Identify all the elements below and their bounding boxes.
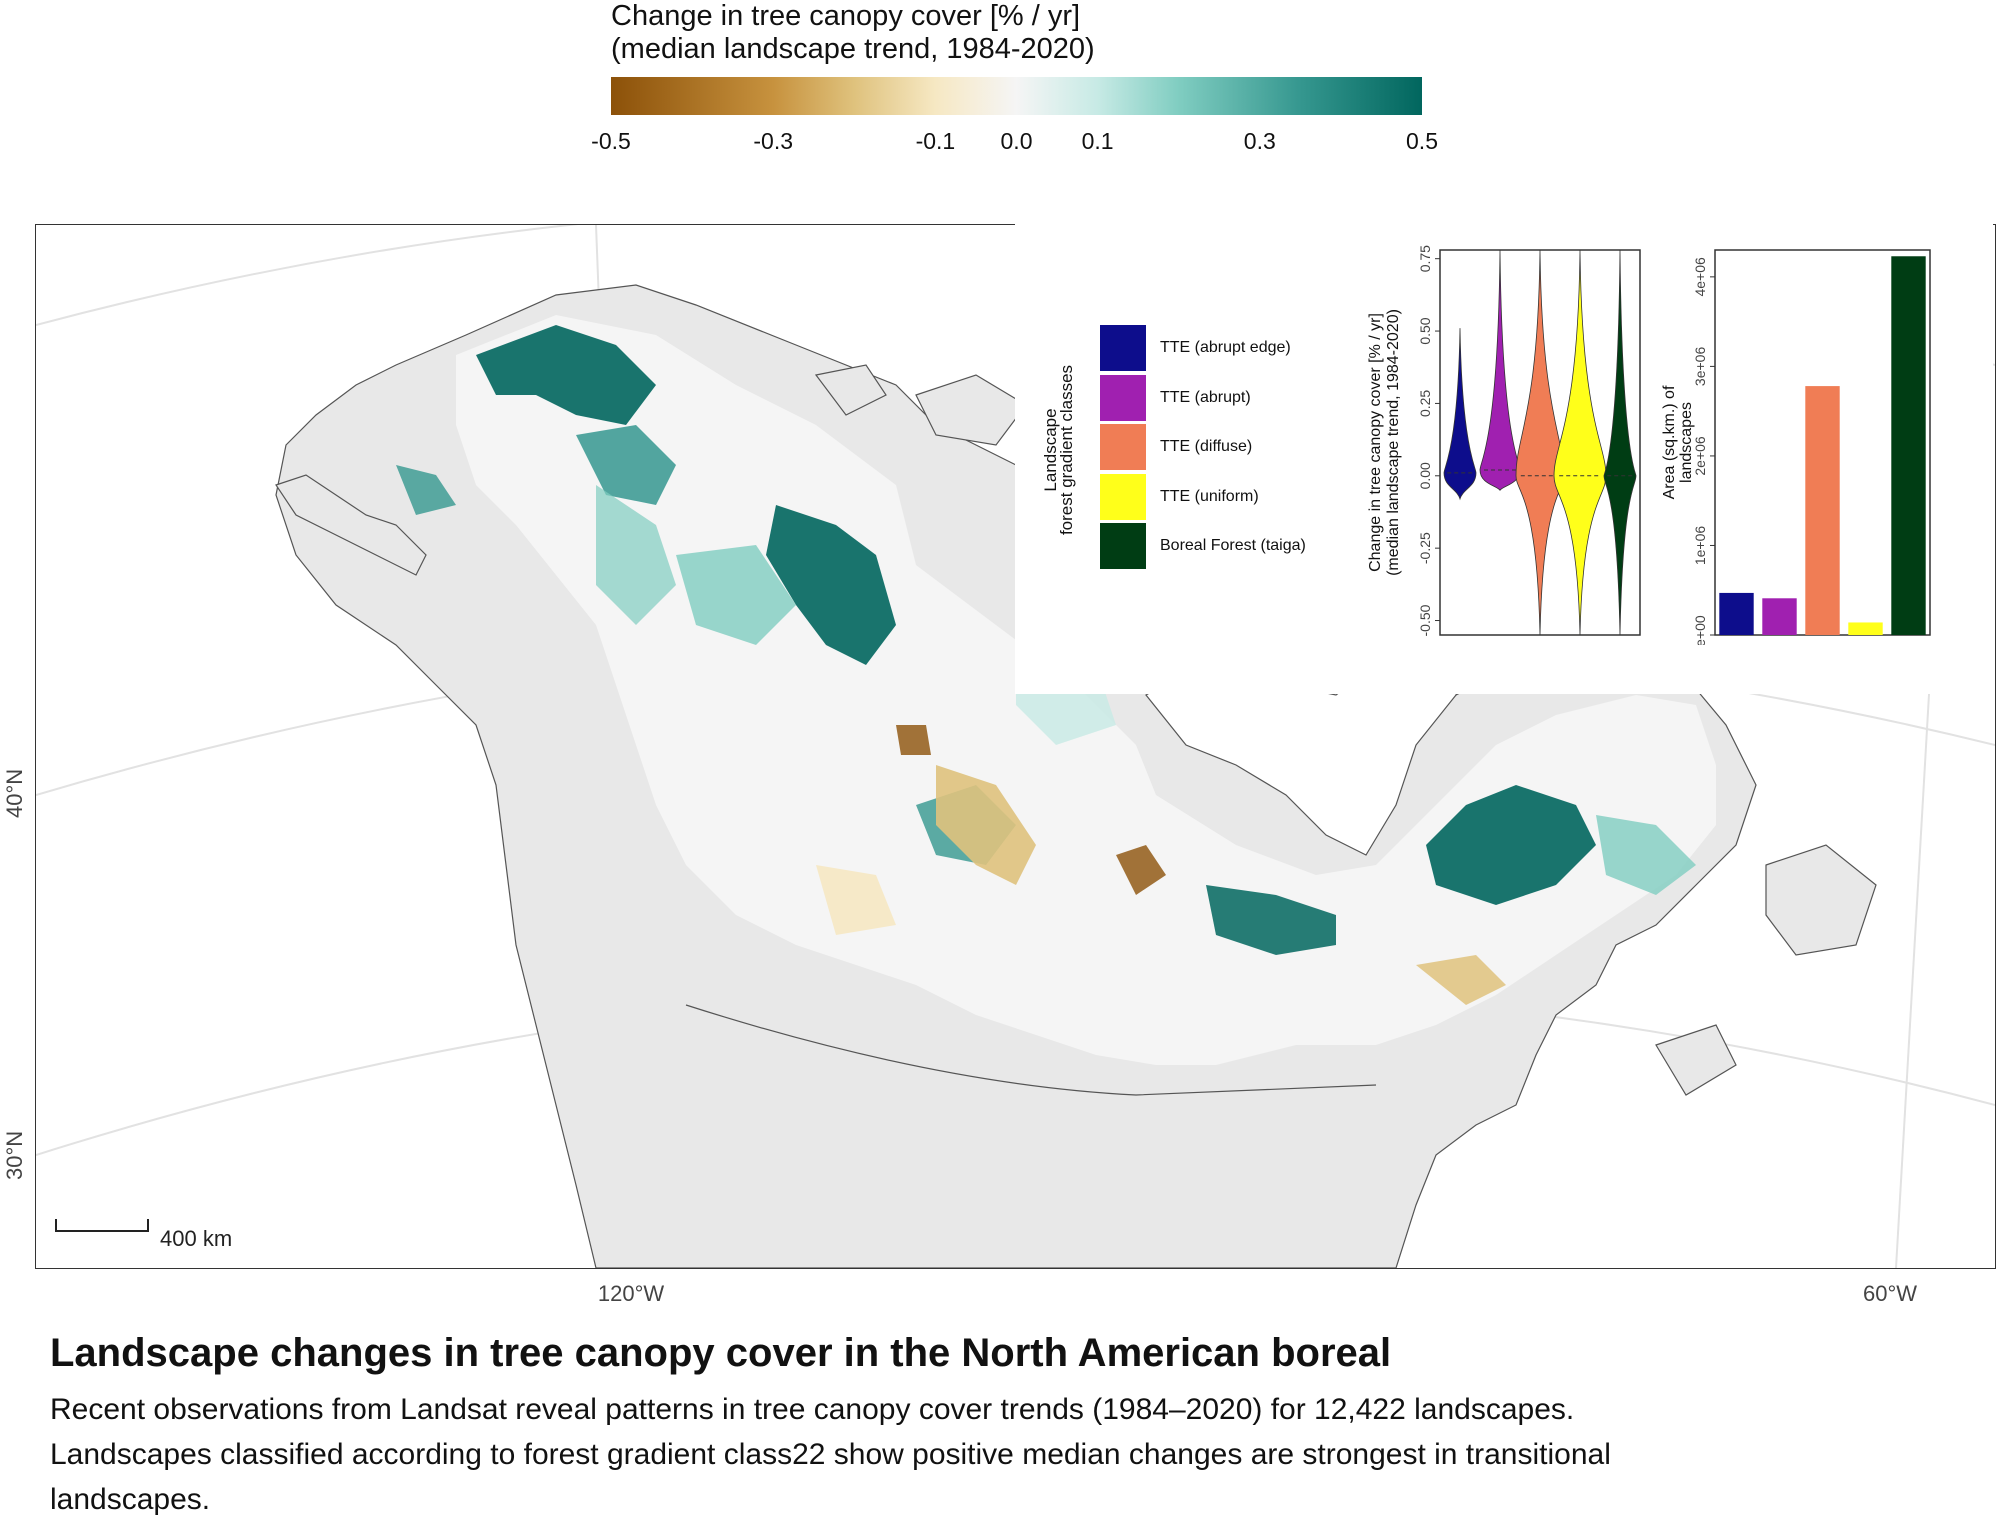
legend-swatch — [1100, 325, 1146, 371]
colorbar-ticks: -0.5 -0.3 -0.1 0.0 0.1 0.3 0.5 — [560, 128, 1480, 158]
colorbar-title: Change in tree canopy cover [% / yr] (me… — [611, 0, 1095, 66]
violin-1 — [1479, 249, 1521, 491]
legend-label: TTE (uniform) — [1160, 487, 1259, 505]
bar-4 — [1891, 256, 1926, 635]
caption-title: Landscape changes in tree canopy cover i… — [50, 1331, 1392, 1375]
violin-y-tick-label: 0.25 — [1417, 390, 1433, 417]
legend-swatch — [1100, 374, 1146, 421]
legend-item: TTE (uniform) — [1100, 473, 1259, 520]
legend-title: Landscape forest gradient classes — [1042, 365, 1076, 535]
violin-y-tick-label: 0.50 — [1417, 317, 1433, 344]
legend-item: Boreal Forest (taiga) — [1100, 523, 1306, 569]
legend-swatch — [1100, 523, 1146, 569]
violin-y-tick-label: 0.00 — [1417, 462, 1433, 489]
nova-scotia — [1655, 1024, 1737, 1096]
violin-y-tick-label: 0.75 — [1417, 245, 1433, 272]
colorbar-tick-label: 0.0 — [1000, 128, 1033, 154]
violin-y-axis-label-1: Change in tree canopy cover [% / yr] — [1367, 313, 1384, 572]
legend-swatch — [1100, 473, 1146, 520]
legend-item: TTE (abrupt edge) — [1100, 325, 1291, 371]
lat-label-30: 30°N — [2, 1130, 27, 1180]
violin-0 — [1443, 328, 1477, 501]
bar-3 — [1848, 622, 1883, 635]
bar-y-tick-label: 4e+06 — [1692, 257, 1708, 297]
arctic-island-1 — [915, 374, 1027, 446]
bar-y-tick-label: 3e+06 — [1692, 347, 1708, 387]
legend-label: Boreal Forest (taiga) — [1160, 537, 1306, 554]
violin-4 — [1603, 249, 1637, 636]
violin-y-tick-label: -0.25 — [1417, 532, 1433, 564]
violin-chart: -0.50 -0.25 0.00 0.25 0.50 0.75 Change in tree… — [1367, 245, 1641, 636]
violin-3 — [1553, 249, 1607, 636]
aleutian-chain — [275, 474, 427, 576]
us-canada-border — [685, 1004, 1377, 1096]
bar-y-tick-label: 0e+00 — [1692, 615, 1708, 645]
caption-line-1: Recent observations from Landsat reveal … — [50, 1393, 1575, 1426]
bar-chart: 0e+00 1e+06 2e+06 3e+06 4e+06 Area (sq.km.) o… — [1661, 249, 1931, 645]
bar-y-axis-label-1: Area (sq.km.) of — [1661, 385, 1678, 499]
lat-label-40: 40°N — [2, 768, 27, 818]
legend-label: TTE (diffuse) — [1160, 438, 1253, 455]
scalebar-label: 400 km — [160, 1226, 233, 1251]
bar-2 — [1805, 386, 1840, 635]
legend-item: TTE (diffuse) — [1100, 424, 1252, 470]
caption-line-2: Landscapes classified according to fores… — [50, 1438, 1611, 1471]
legend-label: TTE (abrupt edge) — [1160, 339, 1291, 356]
legend-item: TTE (abrupt) — [1100, 374, 1251, 421]
colorbar-tick-label: 0.3 — [1243, 128, 1276, 154]
map-canvas — [36, 225, 1995, 1268]
violin-y-tick-label: -0.50 — [1417, 604, 1433, 636]
colorbar-tick-label: -0.1 — [915, 128, 956, 154]
legend-title-line2: forest gradient classes — [1057, 365, 1076, 535]
colorbar-title-line2: (median landscape trend, 1984-2020) — [611, 33, 1095, 65]
colorbar-tick-label: 0.5 — [1406, 128, 1438, 154]
colorbar-title-line1: Change in tree canopy cover [% / yr] — [611, 0, 1081, 32]
bar-y-axis-label-2: landscapes — [1678, 402, 1695, 483]
violin-2 — [1515, 249, 1565, 636]
bar-0 — [1719, 592, 1754, 635]
newfoundland — [1765, 844, 1877, 956]
colorbar-tick-label: -0.3 — [753, 128, 794, 154]
bar-1 — [1762, 598, 1797, 635]
colorbar-tick-label: 0.1 — [1081, 128, 1114, 154]
colorbar-tick-label: -0.5 — [591, 128, 631, 154]
legend-label: TTE (abrupt) — [1160, 388, 1251, 406]
lon-label-60w: 60°W — [1862, 1281, 1918, 1306]
arctic-island-3 — [814, 364, 887, 416]
lon-label-120w: 120°W — [597, 1281, 665, 1306]
bar-y-tick-label: 2e+06 — [1692, 436, 1708, 476]
bar-y-tick-label: 1e+06 — [1692, 526, 1708, 566]
scalebar — [55, 1219, 149, 1232]
legend-swatch — [1100, 424, 1146, 470]
caption-line-3: landscapes. — [50, 1483, 211, 1516]
legend-title-line1: Landscape — [1042, 408, 1060, 491]
violin-y-axis-label-2: (median landscape trend, 1984-2020) — [1385, 309, 1402, 576]
colorbar-gradient — [611, 77, 1422, 115]
